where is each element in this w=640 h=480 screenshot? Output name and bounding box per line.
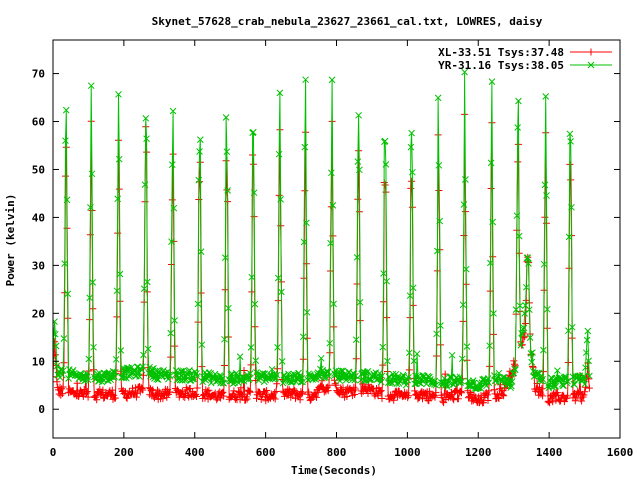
legend-marker: [587, 61, 595, 69]
axes: 0 200 400 600 800 1000 1200 1400 1600 0 10 20 30 40 50…: [32, 39, 634, 459]
y-axis-label: Power (kelvin): [4, 194, 17, 287]
chart-title: Skynet_57628_crab_nebula_23627_23661_cal…: [152, 15, 543, 28]
x-tick-label: 600: [256, 446, 276, 459]
x-tick-label: 200: [114, 446, 134, 459]
x-tick-label: 400: [185, 446, 205, 459]
plot-area: [53, 68, 593, 407]
x-tick-label: 800: [327, 446, 347, 459]
x-axis-label: Time(Seconds): [291, 464, 377, 477]
y-tick-label: 20: [32, 307, 45, 320]
legend-marker: [587, 48, 595, 56]
y-tick-label: 70: [32, 68, 45, 81]
y-tick-label: 0: [38, 403, 45, 416]
y-tick-label: 30: [32, 259, 45, 272]
y-tick-label: 60: [32, 116, 45, 129]
series-markers: [53, 68, 593, 393]
x-tick-label: 1000: [394, 446, 421, 459]
x-tick-label: 0: [50, 446, 57, 459]
x-tick-label: 1600: [607, 446, 634, 459]
y-tick-label: 10: [32, 355, 45, 368]
x-tick-label: 1200: [465, 446, 492, 459]
y-tick-label: 40: [32, 211, 45, 224]
series-yr: [53, 68, 593, 393]
y-tick-label: 50: [32, 163, 45, 176]
legend-label: XL-33.51 Tsys:37.48: [438, 46, 564, 59]
legend-label: YR-31.16 Tsys:38.05: [438, 59, 564, 72]
x-tick-label: 1400: [536, 446, 563, 459]
